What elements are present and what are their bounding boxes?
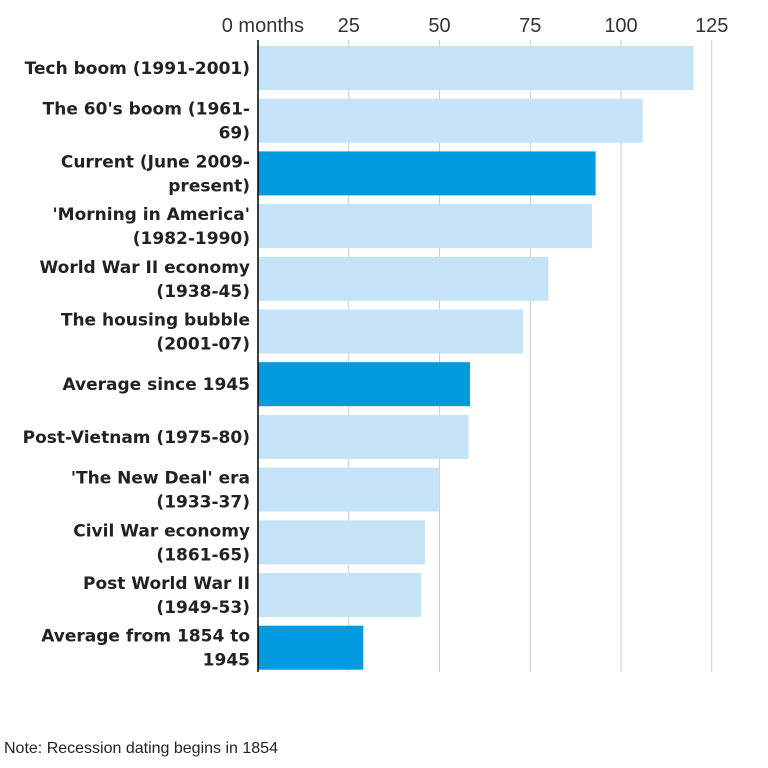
- bar-chart: 0 months 25 50 75 100 125 Tech boom (1991-200…: [23, 15, 729, 672]
- x-tick-label: 0 months: [222, 15, 304, 37]
- x-tick-label: 125: [695, 15, 728, 37]
- category-label: Average since 1945: [62, 375, 250, 395]
- bar: [258, 573, 422, 617]
- bar: [258, 151, 596, 196]
- x-tick-label: 100: [604, 15, 637, 37]
- category-label: 'Morning in America' (1982-1990): [52, 205, 250, 249]
- category-label: Civil War economy (1861-65): [73, 521, 250, 565]
- bar: [258, 362, 470, 407]
- chart-note: Note: Recession dating begins in 1854: [4, 740, 278, 757]
- gridlines: [348, 40, 713, 672]
- bar: [258, 414, 469, 459]
- category-label: The housing bubble (2001-07): [61, 311, 250, 355]
- bar: [258, 204, 592, 249]
- category-label: Post World War II (1949-53): [83, 574, 250, 618]
- bar: [258, 520, 425, 565]
- x-tick-label: 50: [428, 15, 450, 37]
- category-label: Tech boom (1991-2001): [25, 59, 250, 79]
- bar: [258, 309, 523, 354]
- bars: [258, 46, 694, 670]
- category-label: 'The New Deal' era (1933-37): [71, 469, 250, 513]
- category-label: World War II economy (1938-45): [40, 258, 250, 302]
- bar: [258, 46, 694, 90]
- bar: [258, 98, 643, 143]
- bar: [258, 625, 364, 670]
- bar: [258, 256, 549, 301]
- category-label: Post-Vietnam (1975-80): [23, 428, 250, 448]
- bar: [258, 467, 440, 512]
- x-axis-ticks: 0 months 25 50 75 100 125: [222, 15, 729, 37]
- x-tick-label: 25: [338, 15, 360, 37]
- category-label: Average from 1854 to 1945: [41, 627, 250, 671]
- category-label: Current (June 2009-present): [61, 152, 250, 196]
- category-labels: Tech boom (1991-2001) The 60's boom (1961…: [23, 59, 250, 671]
- category-label: The 60's boom (1961-69): [43, 100, 250, 144]
- x-tick-label: 75: [519, 15, 541, 37]
